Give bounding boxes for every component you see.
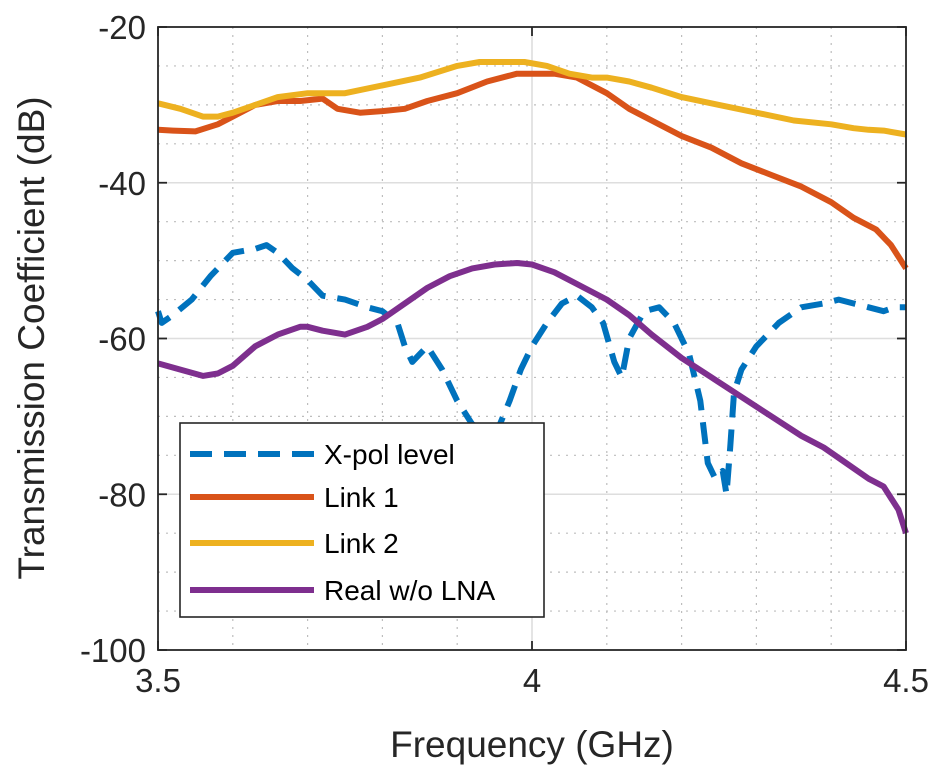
y-tick-label: -40	[98, 165, 146, 202]
axis-ticks	[157, 26, 907, 651]
x-tick-label: 3.5	[135, 662, 181, 699]
y-tick-label: -20	[98, 9, 146, 46]
y-tick-label: -80	[98, 476, 146, 513]
series-line-real-w-o-lna	[157, 260, 909, 535]
legend-label-x-pol: X-pol level	[324, 439, 455, 470]
x-axis-label: Frequency (GHz)	[390, 724, 674, 765]
tick-labels: 3.5 4 4.5 -100 -80 -60 -40 -20	[80, 9, 929, 699]
x-tick-label: 4.5	[883, 662, 929, 699]
x-tick-label: 4	[523, 662, 541, 699]
legend-label-real-wo-lna: Real w/o LNA	[324, 575, 496, 606]
y-tick-label: -100	[80, 632, 146, 669]
series-line-x-pol-level	[155, 242, 906, 498]
legend-label-link-1: Link 1	[324, 482, 399, 513]
y-axis-label: Transmission Coefficient (dB)	[11, 96, 52, 579]
y-tick-label: -60	[98, 321, 146, 358]
legend: X-pol level Link 1 Link 2 Real w/o LNA	[179, 422, 545, 618]
series-line-link-2	[157, 59, 907, 138]
series-group	[155, 59, 909, 535]
legend-label-link-2: Link 2	[324, 528, 399, 559]
